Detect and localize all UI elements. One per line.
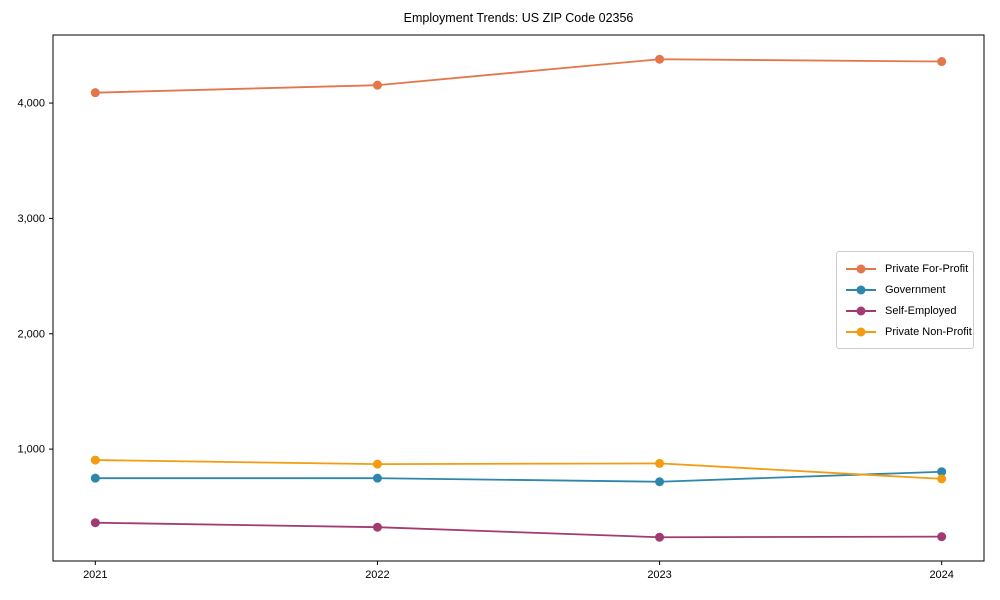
- legend-marker: [846, 306, 876, 315]
- series-line-government: [95, 470, 942, 483]
- y-axis-tick-label: 2,000: [17, 328, 45, 340]
- series-line-self-employed: [95, 521, 942, 539]
- legend-item-self-employed: Self-Employed: [837, 300, 973, 321]
- data-point-private-for-profit-2024: [937, 57, 947, 67]
- legend-marker: [846, 264, 876, 273]
- legend-label: Private For-Profit: [885, 262, 969, 275]
- plot-border: [52, 34, 985, 562]
- x-axis-tick-label: 2023: [647, 569, 671, 581]
- data-point-government-2024: [937, 467, 947, 477]
- data-point-private-non-profit-2024: [937, 474, 947, 484]
- data-point-government-2021: [90, 473, 100, 483]
- data-point-private-for-profit-2021: [90, 88, 100, 98]
- legend-marker-dot: [856, 285, 866, 294]
- legend-marker-dot: [856, 264, 866, 273]
- legend-label: Self-Employed: [885, 304, 957, 317]
- data-point-self-employed-2023: [655, 532, 665, 542]
- series-line-private-non-profit: [95, 459, 942, 480]
- chart-title: Employment Trends: US ZIP Code 02356: [403, 11, 634, 25]
- legend-label: Government: [885, 283, 946, 296]
- y-axis-tick-label: 4,000: [17, 98, 45, 110]
- legend-marker-dot: [856, 327, 866, 336]
- series-line-private-for-profit: [95, 58, 942, 94]
- data-point-private-non-profit-2022: [372, 459, 382, 469]
- legend-item-private-non-profit: Private Non-Profit: [837, 321, 973, 342]
- data-point-private-non-profit-2021: [90, 455, 100, 465]
- legend-item-government: Government: [837, 279, 973, 300]
- data-point-government-2023: [655, 477, 665, 487]
- x-axis-tick-label: 2022: [365, 569, 389, 581]
- legend: Private For-Profit Government Self-Employe…: [836, 251, 974, 349]
- legend-marker-dot: [856, 306, 866, 315]
- data-point-self-employed-2022: [372, 522, 382, 532]
- legend-marker: [846, 327, 876, 336]
- x-axis-tick-label: 2021: [83, 569, 107, 581]
- data-point-private-non-profit-2023: [655, 458, 665, 468]
- data-point-private-for-profit-2022: [372, 80, 382, 90]
- y-axis-tick-label: 1,000: [17, 444, 45, 456]
- legend-label: Private Non-Profit: [885, 325, 972, 338]
- legend-item-private-for-profit: Private For-Profit: [837, 258, 973, 279]
- data-point-private-for-profit-2023: [655, 54, 665, 64]
- data-point-self-employed-2024: [937, 532, 947, 542]
- y-axis-tick-label: 3,000: [17, 213, 45, 225]
- data-point-self-employed-2021: [90, 518, 100, 528]
- legend-marker: [846, 285, 876, 294]
- x-axis-tick-label: 2024: [929, 569, 953, 581]
- data-point-government-2022: [372, 473, 382, 483]
